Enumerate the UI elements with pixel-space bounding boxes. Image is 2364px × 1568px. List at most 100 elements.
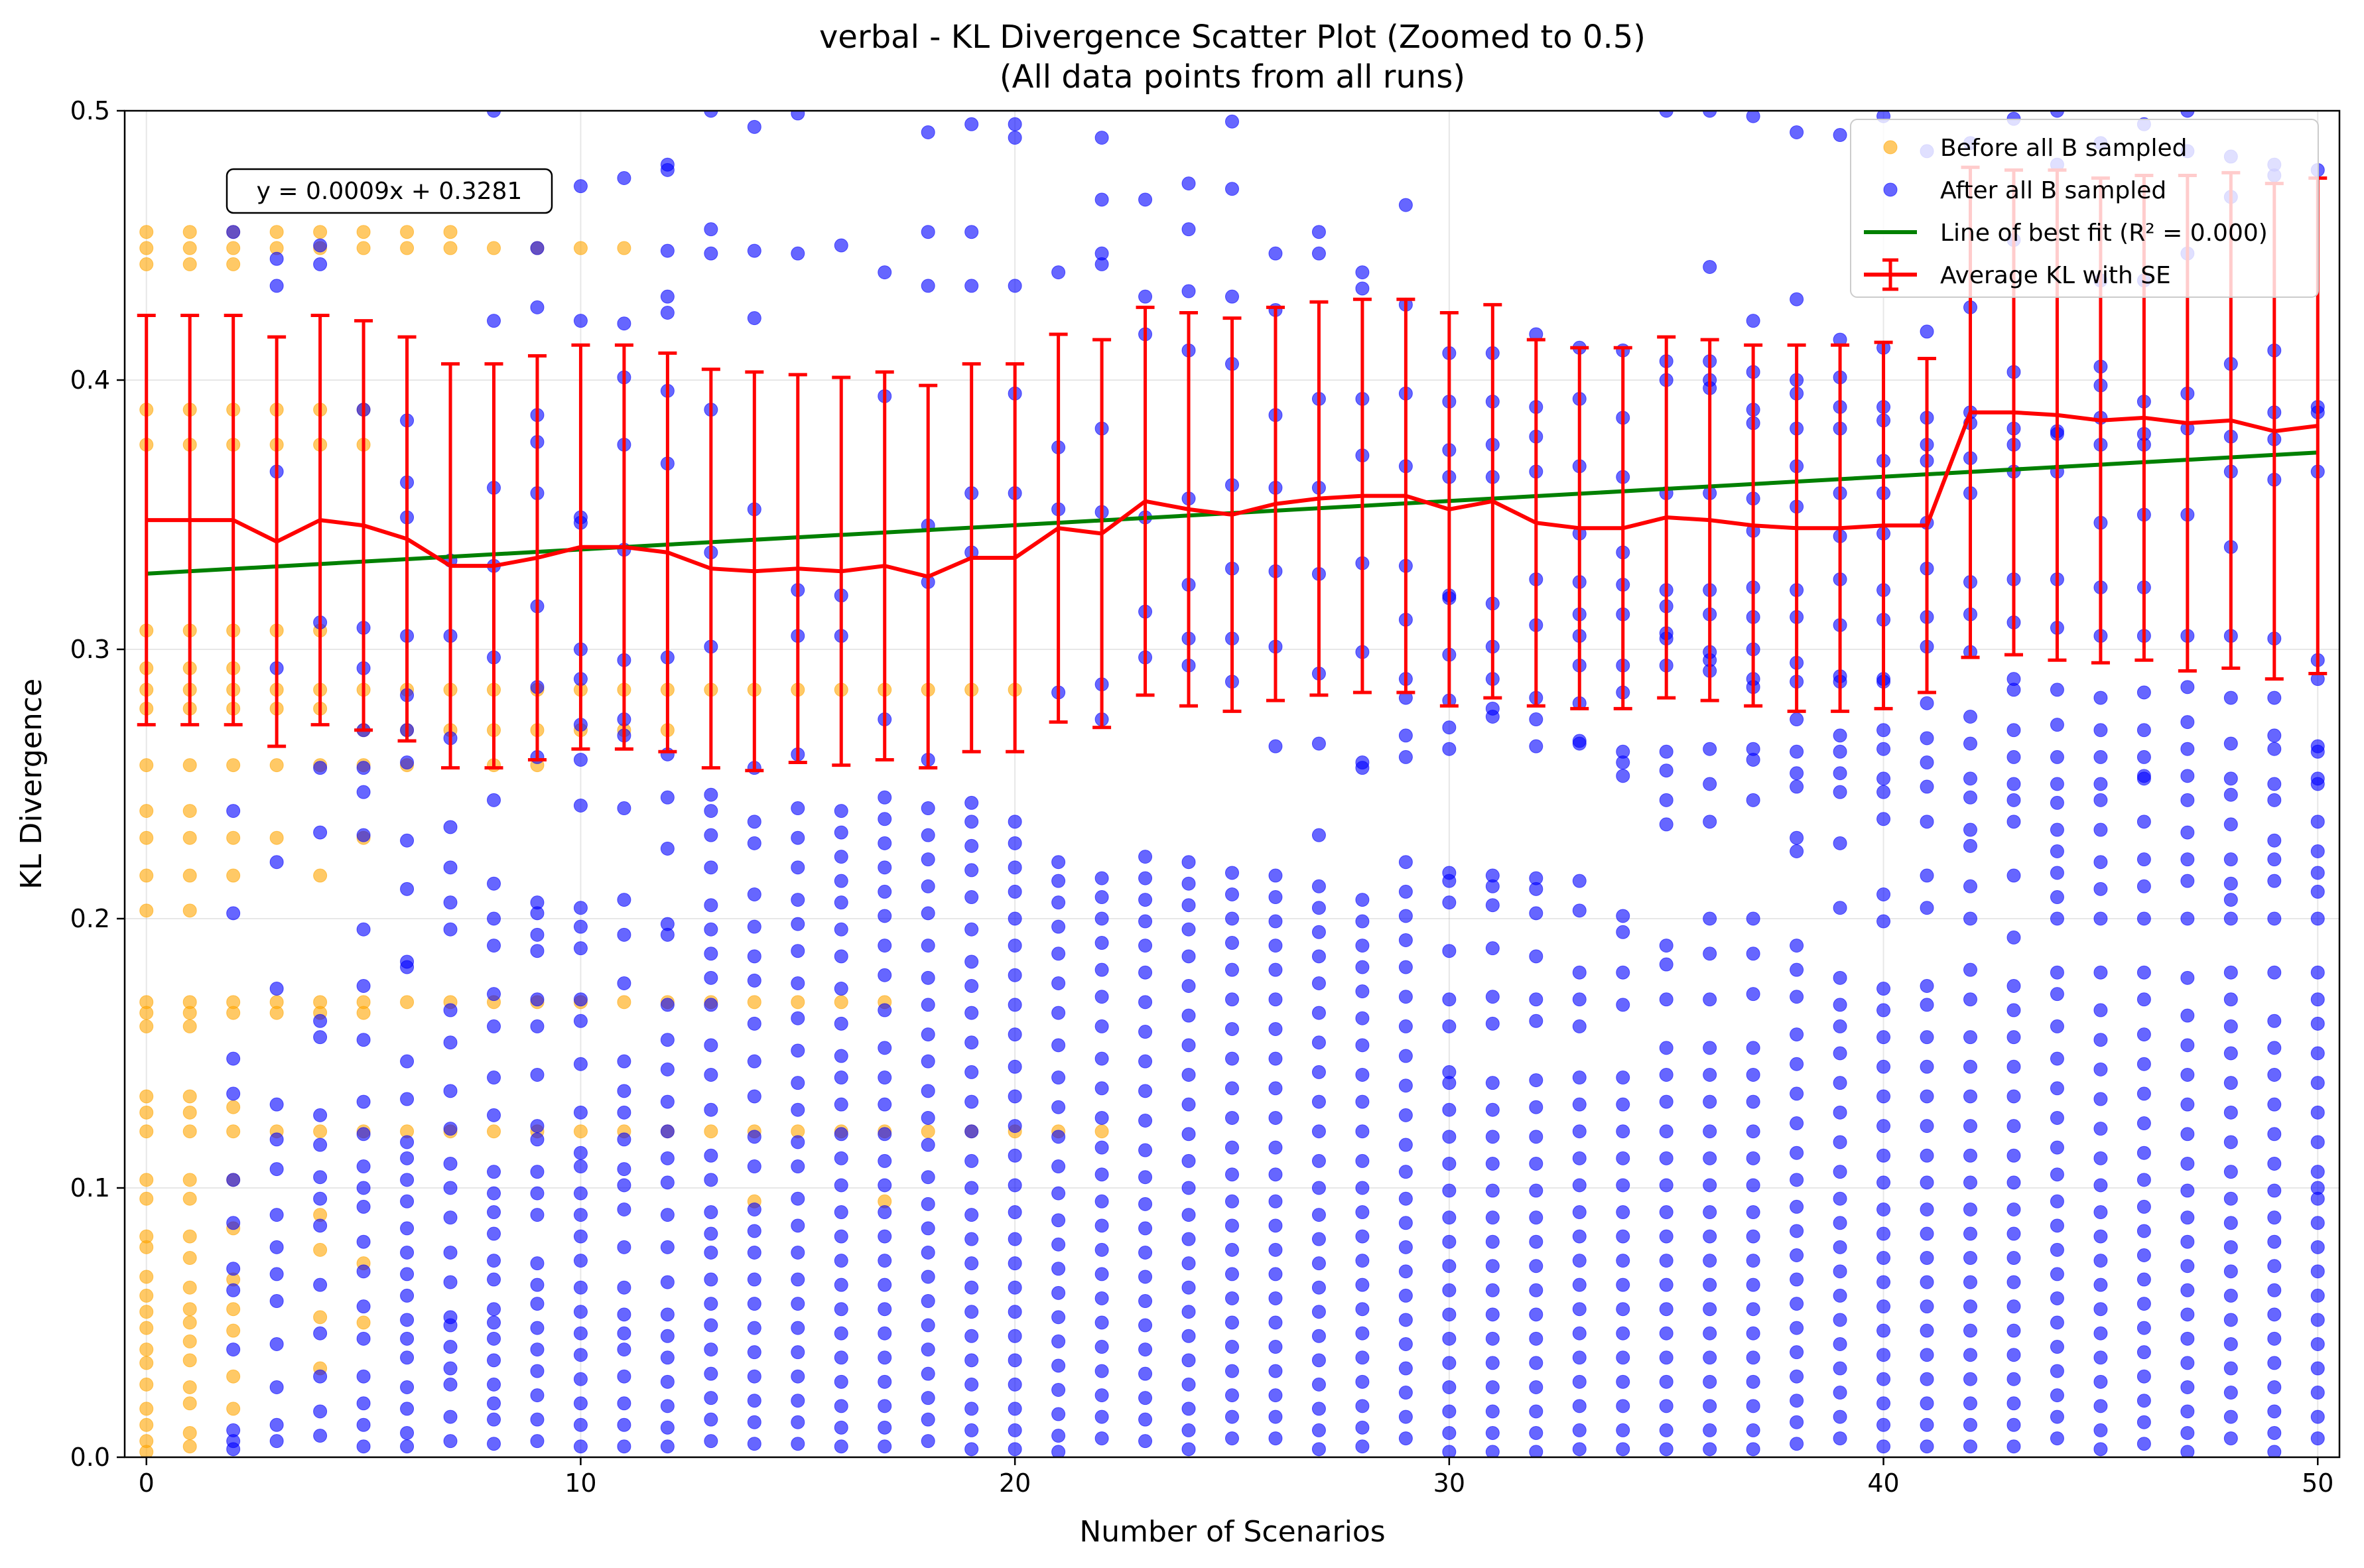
point-after — [1529, 882, 1543, 896]
legend-label: After all B sampled — [1940, 177, 2166, 204]
point-after — [1094, 962, 1109, 977]
point-after — [1529, 1356, 1543, 1370]
point-after — [1008, 998, 1022, 1012]
point-after — [1355, 1011, 1370, 1025]
point-after — [660, 927, 675, 942]
point-after — [1355, 893, 1370, 907]
point-after — [2310, 1337, 2325, 1351]
point-after — [2180, 1127, 2195, 1142]
point-after — [2223, 1409, 2238, 1424]
point-after — [1051, 1130, 1066, 1144]
point-after — [1442, 1445, 1457, 1457]
point-after — [1051, 1213, 1066, 1228]
point-after — [1572, 1399, 1587, 1413]
point-after — [1094, 911, 1109, 926]
point-after — [487, 1226, 501, 1241]
point-after — [313, 257, 328, 271]
point-before — [139, 1402, 154, 1416]
point-after — [1442, 1425, 1457, 1440]
point-after — [791, 944, 805, 958]
point-after — [834, 1254, 848, 1268]
point-after — [1225, 1242, 1239, 1257]
point-after — [313, 238, 328, 253]
point-after — [2310, 1361, 2325, 1376]
point-after — [1094, 1194, 1109, 1209]
point-after — [704, 1205, 718, 1220]
point-after — [573, 1229, 588, 1244]
point-after — [2180, 1097, 2195, 1112]
point-after — [1485, 941, 1500, 956]
point-after — [2136, 685, 2151, 700]
point-after — [1225, 992, 1239, 1007]
chart-title-line2: (All data points from all runs) — [1000, 58, 1465, 96]
point-after — [1008, 836, 1022, 850]
point-after — [1876, 1030, 1891, 1045]
point-after — [1008, 279, 1022, 293]
point-after — [1746, 987, 1760, 1002]
point-after — [1833, 1431, 1847, 1446]
point-after — [1963, 710, 1977, 724]
point-after — [2093, 1399, 2108, 1413]
point-after — [356, 979, 371, 993]
point-after — [1051, 1186, 1066, 1201]
point-after — [1094, 1140, 1109, 1155]
point-after — [2136, 1145, 2151, 1160]
point-after — [791, 801, 805, 816]
point-after — [1355, 1181, 1370, 1195]
point-after — [2093, 793, 2108, 807]
point-after — [660, 1062, 675, 1077]
point-after — [269, 1434, 284, 1449]
point-after — [1529, 1156, 1543, 1171]
point-after — [747, 887, 761, 901]
point-after — [1963, 1439, 1977, 1454]
point-before — [226, 1006, 241, 1020]
point-before — [269, 830, 284, 845]
point-after — [313, 1030, 328, 1045]
point-after — [1268, 962, 1283, 977]
point-after — [2006, 930, 2021, 945]
legend-label: Before all B sampled — [1940, 135, 2188, 162]
point-after — [2093, 723, 2108, 738]
point-after — [2310, 992, 2325, 1007]
point-after — [704, 246, 718, 261]
point-after — [1876, 1417, 1891, 1432]
point-after — [2006, 777, 2021, 791]
point-after — [2136, 879, 2151, 893]
point-after — [1268, 1218, 1283, 1233]
point-after — [1225, 289, 1239, 304]
point-after — [1008, 1280, 1022, 1295]
point-after — [791, 1218, 805, 1233]
point-after — [1616, 909, 1630, 923]
point-after — [617, 1105, 631, 1120]
point-after — [1051, 265, 1066, 280]
point-after — [791, 1415, 805, 1429]
point-after — [356, 1417, 371, 1432]
point-after — [1529, 1013, 1543, 1028]
point-after — [1138, 850, 1153, 864]
point-after — [964, 1232, 979, 1246]
point-after — [2267, 1356, 2282, 1370]
point-after — [269, 982, 284, 996]
point-after — [1225, 1051, 1239, 1066]
point-after — [1876, 1396, 1891, 1411]
point-after — [964, 225, 979, 239]
point-after — [1094, 1218, 1109, 1233]
point-after — [1876, 914, 1891, 929]
point-after — [1225, 1315, 1239, 1330]
point-after — [964, 1377, 979, 1392]
point-before — [269, 225, 284, 239]
point-after — [530, 992, 545, 1007]
point-after — [400, 1245, 415, 1260]
point-after — [573, 901, 588, 915]
point-after — [921, 1138, 935, 1152]
point-after — [1659, 1374, 1674, 1389]
point-after — [704, 1245, 718, 1260]
point-after — [1094, 1364, 1109, 1378]
point-after — [1051, 1310, 1066, 1325]
point-before — [139, 1006, 154, 1020]
point-after — [1485, 879, 1500, 893]
point-after — [443, 1084, 458, 1098]
point-after — [1398, 909, 1413, 923]
point-after — [878, 1399, 892, 1413]
point-before — [400, 225, 415, 239]
